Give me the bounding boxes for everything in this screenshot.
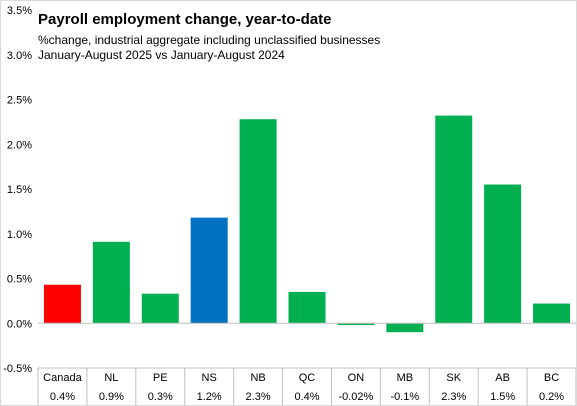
bar <box>288 291 326 324</box>
value-label: 1.5% <box>490 391 515 403</box>
y-tick-label: 1.5% <box>7 184 32 196</box>
value-label: -0.02% <box>338 391 373 403</box>
bar <box>533 303 571 324</box>
bar <box>43 284 81 324</box>
category-label: NS <box>202 372 217 384</box>
y-tick-label: 0.0% <box>7 318 32 330</box>
category-label: QC <box>299 372 316 384</box>
bar <box>190 217 228 324</box>
y-tick-label: 1.0% <box>7 229 32 241</box>
bar <box>484 184 522 324</box>
chart-title: Payroll employment change, year-to-date <box>38 11 332 28</box>
chart-subtitle-period: January-August 2025 vs January-August 20… <box>38 48 285 62</box>
value-label: 0.3% <box>148 391 173 403</box>
y-tick-label: 2.5% <box>7 95 32 107</box>
bar <box>92 241 130 324</box>
bar <box>386 323 424 333</box>
y-tick-label: 3.5% <box>7 5 32 17</box>
category-label: NB <box>250 372 265 384</box>
value-label: 2.3% <box>441 391 466 403</box>
value-label: 0.9% <box>99 391 124 403</box>
chart-subtitle: %change, industrial aggregate including … <box>38 33 381 47</box>
bar <box>141 293 179 324</box>
y-tick-label: -0.5% <box>3 363 32 375</box>
value-label: 1.2% <box>197 391 222 403</box>
y-tick-label: 3.0% <box>7 50 32 62</box>
value-label: -0.1% <box>390 391 419 403</box>
bar <box>435 115 473 324</box>
value-label: 0.4% <box>50 391 75 403</box>
category-label: NL <box>104 372 118 384</box>
value-label: 0.4% <box>294 391 319 403</box>
category-label: SK <box>446 372 461 384</box>
category-label: Canada <box>43 372 82 384</box>
y-tick-label: 0.5% <box>7 274 32 286</box>
value-label: 2.3% <box>246 391 271 403</box>
bar <box>337 323 375 326</box>
category-label: MB <box>397 372 414 384</box>
bar <box>239 119 277 324</box>
category-label: ON <box>348 372 365 384</box>
y-tick-label: 2.0% <box>7 139 32 151</box>
category-label: AB <box>495 372 510 384</box>
category-label: PE <box>153 372 168 384</box>
value-label: 0.2% <box>539 391 564 403</box>
category-label: BC <box>544 372 559 384</box>
